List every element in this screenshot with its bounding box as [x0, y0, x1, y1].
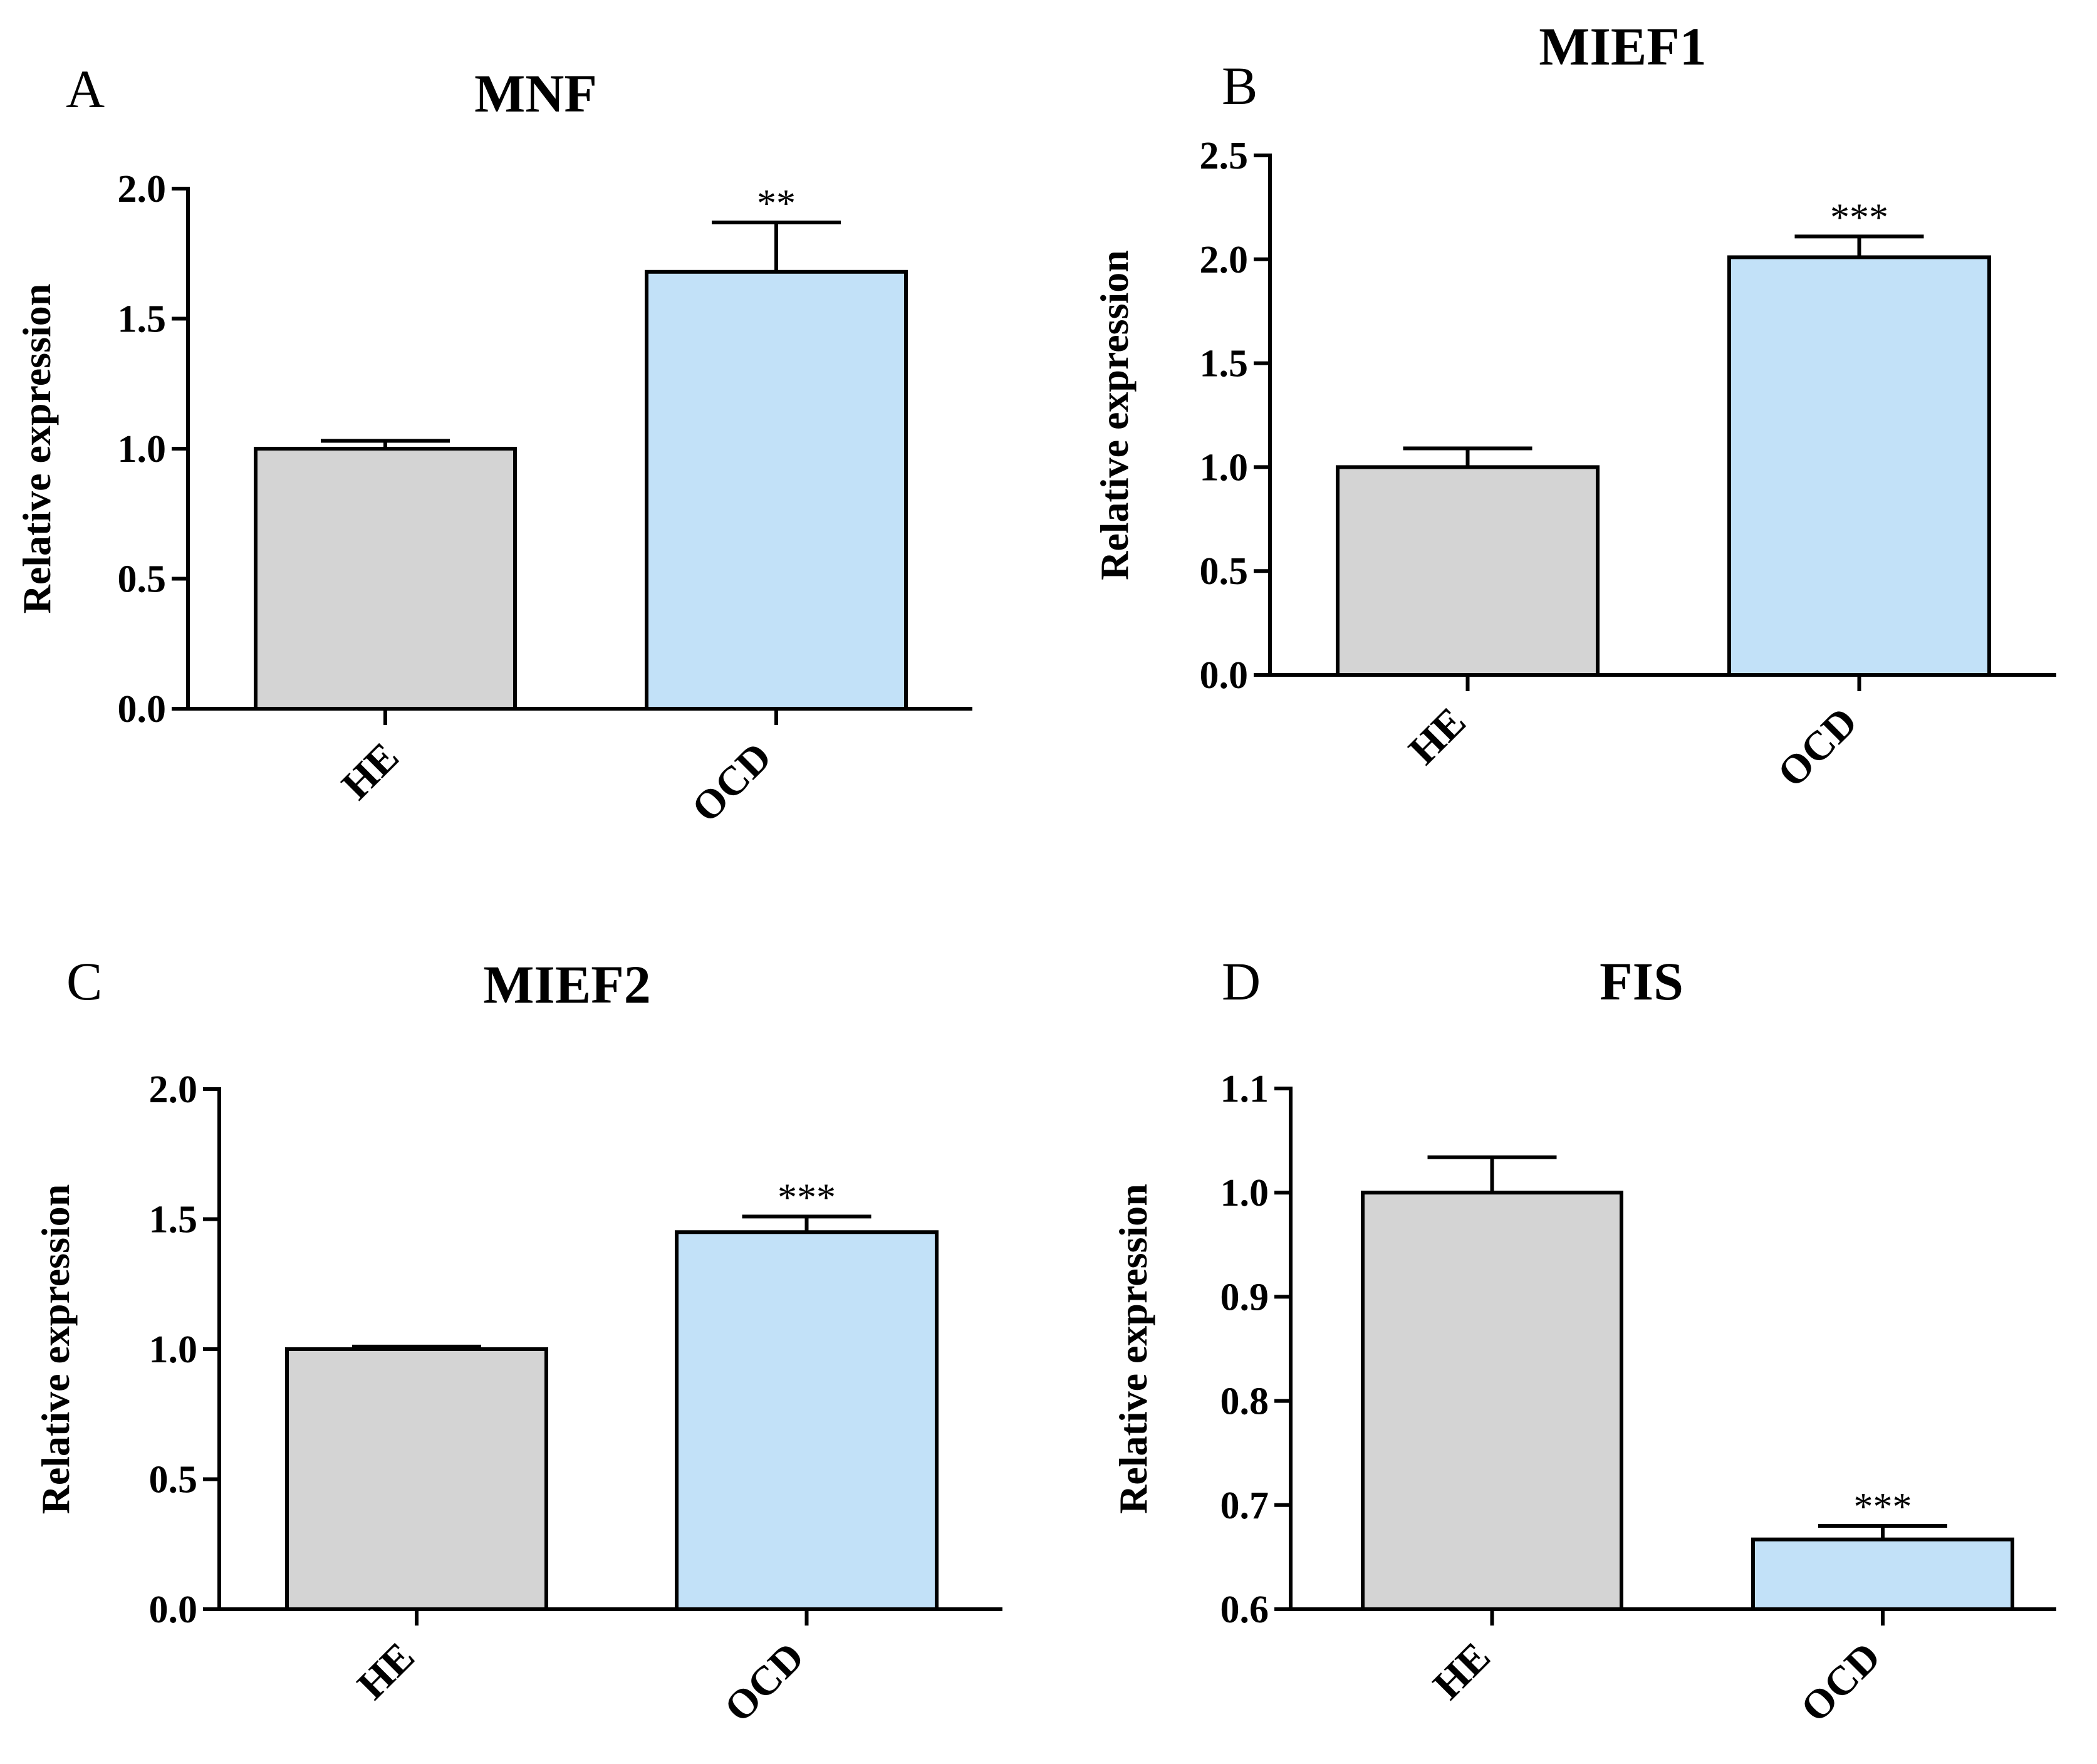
y-tick-label: 0.0	[149, 1589, 198, 1631]
significance-label: ***	[778, 1176, 836, 1219]
bar-ocd	[675, 1230, 939, 1611]
panel-label: A	[66, 59, 105, 119]
y-tick-label: 1.0	[149, 1328, 198, 1371]
bar-he	[285, 1347, 548, 1611]
panel-b: B MIEF1 *** 0.0 0.5 1.0 1.5 2.0 2.5 HE OCD Relative…	[1092, 16, 2056, 796]
x-category-label-ocd: OCD	[683, 734, 780, 831]
bar-ocd	[1727, 255, 1991, 677]
x-category-label-he: HE	[333, 734, 408, 808]
y-tick-label: 1.0	[118, 428, 167, 471]
y-tick-label: 1.5	[118, 298, 167, 341]
y-axis-label: Relative expression	[1111, 1184, 1155, 1514]
y-tick-label: 2.0	[149, 1068, 198, 1111]
y-tick-label: 0.9	[1220, 1276, 1269, 1318]
y-tick-label: 1.1	[1220, 1068, 1269, 1110]
panel-label: B	[1222, 56, 1257, 116]
y-tick-label: 2.0	[1200, 239, 1249, 281]
chart-title: FIS	[1600, 951, 1683, 1011]
x-category-label-ocd: OCD	[1769, 699, 1866, 796]
panel-a: A MNF ** 0.0 0.5 1.0 1.5 2.0 HE OCD Relative expre…	[14, 59, 972, 831]
chart-title: MIEF2	[483, 954, 651, 1015]
y-axis-label: Relative expression	[1092, 250, 1137, 580]
bar-he	[1336, 465, 1600, 677]
y-tick-label: 0.5	[149, 1459, 198, 1501]
y-tick-label: 0.0	[1200, 654, 1249, 697]
x-category-label-he: HE	[1400, 699, 1475, 773]
x-category-label-ocd: OCD	[1792, 1634, 1889, 1731]
bar-he	[254, 447, 517, 711]
panel-label: C	[66, 951, 102, 1011]
y-tick-label: 1.5	[149, 1199, 198, 1241]
panel-d: D FIS *** 0.6 0.7 0.8 0.9 1.0 1.1 HE OCD Relative e…	[1111, 951, 2056, 1731]
x-category-label-he: HE	[349, 1634, 424, 1708]
y-tick-label: 0.6	[1220, 1589, 1269, 1631]
chart-title: MNF	[474, 63, 597, 123]
significance-label: **	[757, 182, 796, 225]
y-tick-label: 2.5	[1200, 135, 1249, 177]
bar-ocd	[645, 269, 908, 711]
y-tick-label: 2.0	[118, 168, 167, 211]
y-tick-label: 1.0	[1220, 1172, 1269, 1214]
y-tick-label: 0.7	[1220, 1485, 1269, 1527]
chart-title: MIEF1	[1539, 16, 1707, 76]
y-tick-label: 0.5	[1200, 550, 1249, 593]
significance-label: ***	[1854, 1486, 1912, 1528]
bar-ocd	[1751, 1537, 2014, 1611]
y-axis-label: Relative expression	[33, 1184, 78, 1515]
y-tick-label: 0.8	[1220, 1380, 1269, 1423]
x-category-label-he: HE	[1425, 1634, 1499, 1708]
significance-label: ***	[1830, 196, 1888, 239]
x-category-label-ocd: OCD	[715, 1634, 813, 1731]
y-tick-label: 0.0	[118, 688, 167, 731]
panel-c: C MIEF2 *** 0.0 0.5 1.0 1.5 2.0 HE OCD Relative ex…	[33, 951, 1002, 1731]
y-axis-label: Relative expression	[14, 284, 59, 614]
y-tick-label: 0.5	[118, 558, 167, 601]
panel-label: D	[1222, 951, 1261, 1011]
bar-he	[1361, 1191, 1623, 1611]
y-tick-label: 1.0	[1200, 446, 1249, 489]
y-tick-label: 1.5	[1200, 343, 1249, 385]
